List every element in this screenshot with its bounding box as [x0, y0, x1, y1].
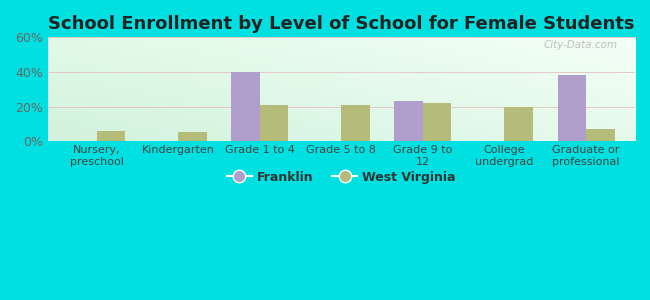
Bar: [504, 106, 533, 141]
Bar: [260, 105, 289, 141]
Bar: [558, 75, 586, 141]
Bar: [586, 129, 615, 141]
Bar: [97, 131, 125, 141]
Title: School Enrollment by Level of School for Female Students: School Enrollment by Level of School for…: [48, 15, 634, 33]
Bar: [341, 105, 370, 141]
Legend: Franklin, West Virginia: Franklin, West Virginia: [222, 166, 461, 189]
Bar: [423, 103, 452, 141]
Bar: [395, 101, 423, 141]
Text: City-Data.com: City-Data.com: [543, 40, 618, 50]
Bar: [231, 72, 260, 141]
Bar: [178, 133, 207, 141]
